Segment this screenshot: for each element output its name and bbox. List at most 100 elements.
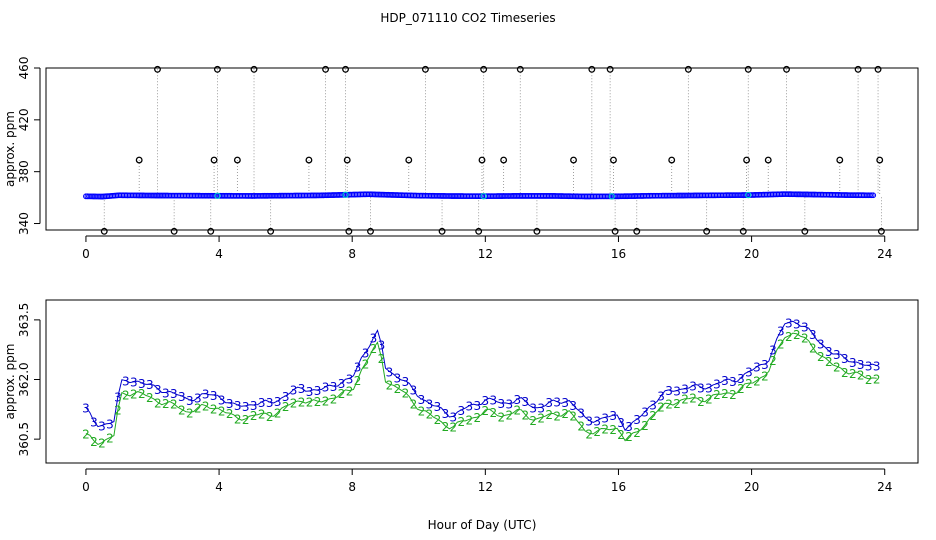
series-marker: 2 xyxy=(82,427,90,441)
series-marker: 2 xyxy=(833,360,841,374)
series-marker: 2 xyxy=(753,374,761,388)
series-marker: 2 xyxy=(705,392,713,406)
series-marker: 3 xyxy=(162,387,170,401)
series-marker: 2 xyxy=(426,407,434,421)
series-marker: 2 xyxy=(466,413,474,427)
series-marker: 2 xyxy=(306,395,314,409)
series-marker: 3 xyxy=(657,390,665,404)
series-marker: 2 xyxy=(713,388,721,402)
series-marker: 3 xyxy=(521,395,529,409)
x-tick-label: 16 xyxy=(611,247,626,261)
flagged-point xyxy=(874,65,882,73)
series-marker: 2 xyxy=(354,374,362,388)
flagged-point xyxy=(877,227,885,235)
series-marker: 3 xyxy=(418,393,426,407)
series-marker: 2 xyxy=(418,405,426,419)
series-marker: 2 xyxy=(601,423,609,437)
series-marker: 2 xyxy=(745,377,753,391)
highlight-point xyxy=(342,191,349,198)
series-marker: 2 xyxy=(314,395,322,409)
series-marker: 3 xyxy=(785,316,793,330)
series-marker: 3 xyxy=(210,389,218,403)
y-tick-label: 363.5 xyxy=(17,303,31,337)
x-tick-label: 4 xyxy=(215,247,223,261)
series-marker: 2 xyxy=(769,354,777,368)
series-marker: 2 xyxy=(633,426,641,440)
series-marker: 3 xyxy=(601,411,609,425)
series-marker: 3 xyxy=(689,379,697,393)
x-tick-label: 8 xyxy=(348,247,356,261)
series-marker: 3 xyxy=(298,382,306,396)
series-marker: 3 xyxy=(450,410,458,424)
series-marker: 2 xyxy=(585,427,593,441)
series-marker: 3 xyxy=(426,397,434,411)
series-marker: 3 xyxy=(306,385,314,399)
y-axis-label: approx. ppm xyxy=(3,111,17,187)
series-marker: 2 xyxy=(242,413,250,427)
series-marker: 3 xyxy=(761,358,769,372)
series-marker: 3 xyxy=(553,396,561,410)
flagged-point xyxy=(588,65,596,73)
series-marker: 3 xyxy=(537,401,545,415)
series-marker: 2 xyxy=(809,342,817,356)
series-marker: 3 xyxy=(585,414,593,428)
series-marker: 3 xyxy=(833,348,841,362)
series-marker: 3 xyxy=(625,420,633,434)
series-marker: 2 xyxy=(194,402,202,416)
series-marker: 2 xyxy=(178,403,186,417)
flagged-point xyxy=(684,65,692,73)
series-marker: 2 xyxy=(138,387,146,401)
series-marker: 3 xyxy=(849,356,857,370)
series-marker: 3 xyxy=(841,352,849,366)
flagged-point xyxy=(405,156,413,164)
series-marker: 3 xyxy=(857,358,865,372)
flagged-point xyxy=(610,156,617,164)
series-marker: 3 xyxy=(170,387,178,401)
flagged-point xyxy=(343,156,351,164)
series-marker: 3 xyxy=(593,415,601,429)
series-marker: 2 xyxy=(785,330,793,344)
y-tick-label: 420 xyxy=(17,108,31,131)
series-marker: 2 xyxy=(234,412,242,426)
series-marker: 3 xyxy=(569,399,577,413)
flagged-point xyxy=(345,227,353,235)
series-marker: 3 xyxy=(665,384,673,398)
series-marker: 2 xyxy=(793,328,801,342)
series-marker: 2 xyxy=(130,388,138,402)
series-marker: 3 xyxy=(545,396,553,410)
series-marker: 3 xyxy=(402,375,410,389)
x-tick-label: 4 xyxy=(215,480,223,494)
series-marker: 3 xyxy=(242,400,250,414)
series-marker: 2 xyxy=(505,408,513,422)
flagged-point xyxy=(516,65,524,73)
flagged-point xyxy=(611,227,619,235)
series-marker: 2 xyxy=(721,387,729,401)
series-marker: 2 xyxy=(162,397,170,411)
flagged-point xyxy=(305,156,313,164)
series-marker: 2 xyxy=(553,409,561,423)
x-tick-label: 0 xyxy=(82,480,90,494)
y-tick-label: 362.0 xyxy=(17,362,31,396)
series-marker: 3 xyxy=(226,397,234,411)
series-marker: 3 xyxy=(90,415,98,429)
x-axis-label: Hour of Day (UTC) xyxy=(428,518,537,532)
series-marker: 3 xyxy=(466,400,474,414)
series-marker: 3 xyxy=(330,380,338,394)
series-marker: 2 xyxy=(777,338,785,352)
series-marker: 2 xyxy=(330,392,338,406)
x-tick-label: 20 xyxy=(744,247,759,261)
series-marker: 3 xyxy=(378,338,386,352)
series-marker: 3 xyxy=(394,372,402,386)
series-marker: 3 xyxy=(482,394,490,408)
series-marker: 3 xyxy=(218,393,226,407)
series-marker: 3 xyxy=(138,377,146,391)
series-marker: 2 xyxy=(346,385,354,399)
series-marker: 3 xyxy=(314,384,322,398)
series-marker: 2 xyxy=(825,355,833,369)
series-marker: 2 xyxy=(545,408,553,422)
series-marker: 2 xyxy=(218,404,226,418)
series-marker: 2 xyxy=(266,410,274,424)
series-marker: 2 xyxy=(154,396,162,410)
